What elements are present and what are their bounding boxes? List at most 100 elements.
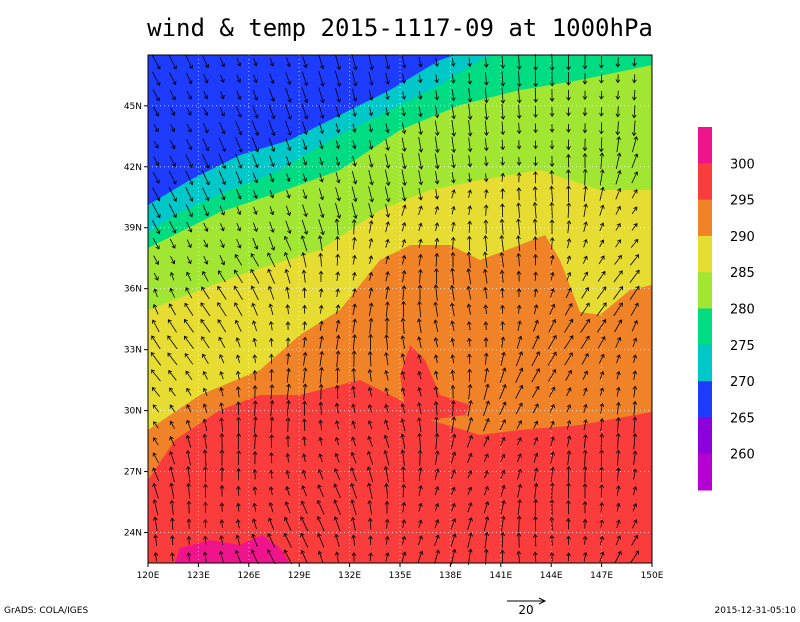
wind-arrow — [631, 120, 637, 137]
wind-arrow — [151, 369, 161, 382]
wind-arrow — [384, 518, 390, 529]
wind-arrow — [632, 468, 638, 480]
wind-arrow — [467, 73, 473, 85]
wind-arrow — [418, 153, 424, 170]
wind-arrow — [516, 54, 522, 70]
wind-arrow — [219, 502, 225, 512]
colorbar-swatch — [698, 344, 712, 382]
wind-arrow — [630, 302, 639, 316]
wind-arrow — [252, 172, 259, 184]
wind-arrow — [283, 532, 292, 548]
wind-arrow — [433, 370, 439, 380]
wind-arrow — [483, 501, 490, 514]
wind-arrow — [202, 270, 209, 282]
wind-arrow — [466, 321, 472, 331]
wind-arrow — [582, 107, 588, 117]
wind-arrow — [515, 384, 524, 399]
wind-arrow — [434, 432, 440, 450]
wind-arrow — [566, 220, 572, 234]
wind-arrow — [549, 499, 555, 516]
wind-arrow — [219, 535, 224, 546]
wind-arrow — [269, 368, 275, 382]
wind-arrow — [352, 123, 357, 133]
wind-arrow — [564, 352, 573, 366]
wind-arrow — [185, 370, 193, 381]
wind-arrow — [269, 452, 274, 464]
wind-arrow — [450, 400, 456, 417]
wind-arrow — [632, 57, 637, 67]
wind-arrow — [483, 189, 489, 199]
wind-arrow — [153, 288, 158, 298]
wind-arrow — [549, 516, 555, 531]
wind-arrow — [615, 187, 622, 200]
wind-arrow — [401, 222, 407, 232]
wind-arrow — [500, 121, 506, 136]
wind-arrow — [236, 223, 242, 232]
wind-arrow — [467, 353, 472, 364]
wind-arrow — [202, 56, 210, 69]
wind-arrow — [286, 57, 291, 68]
wind-arrow — [269, 221, 275, 233]
wind-arrow — [186, 465, 191, 483]
wind-arrow — [351, 218, 357, 235]
wind-arrow — [236, 450, 242, 466]
wind-arrow — [533, 319, 539, 332]
wind-arrow — [533, 105, 538, 118]
wind-arrow — [286, 189, 291, 199]
wind-arrow — [566, 153, 571, 168]
wind-arrow — [630, 238, 639, 248]
wind-arrow — [385, 271, 390, 282]
wind-arrow — [451, 154, 456, 169]
wind-arrow — [433, 319, 439, 332]
wind-arrow — [203, 483, 208, 498]
wind-arrow — [434, 519, 440, 529]
wind-arrow — [483, 352, 489, 365]
wind-arrow — [385, 55, 391, 70]
wind-arrow — [302, 304, 307, 314]
wind-arrow — [516, 270, 522, 282]
wind-arrow — [632, 370, 638, 380]
wind-arrow — [286, 173, 291, 182]
colorbar-swatch — [698, 127, 712, 164]
wind-arrow — [301, 219, 309, 235]
wind-arrow — [202, 449, 208, 467]
wind-arrow — [302, 204, 308, 218]
wind-arrow — [219, 417, 224, 432]
wind-arrow — [368, 271, 374, 281]
wind-arrow — [629, 285, 640, 300]
wind-arrow — [302, 400, 307, 416]
wind-arrow — [285, 417, 291, 433]
wind-arrow — [531, 368, 540, 383]
wind-arrow — [613, 286, 624, 300]
wind-arrow — [516, 70, 522, 88]
wind-arrow — [318, 401, 324, 415]
wind-arrow — [483, 321, 489, 331]
wind-arrow — [599, 204, 605, 216]
wind-arrow — [483, 548, 489, 565]
wind-arrow — [202, 187, 210, 202]
wind-arrow — [418, 238, 423, 248]
wind-arrow — [350, 451, 357, 464]
wind-arrow — [517, 499, 522, 516]
wind-arrow — [186, 271, 192, 281]
wind-arrow — [417, 354, 422, 364]
wind-arrow — [153, 272, 159, 281]
colorbar-swatch — [698, 381, 712, 418]
wind-arrow — [185, 204, 193, 218]
wind-arrow — [152, 304, 159, 315]
wind-arrow — [333, 499, 341, 516]
wind-arrow — [583, 185, 588, 202]
wind-arrow — [582, 449, 588, 466]
wind-arrow — [533, 551, 538, 562]
wind-arrow — [153, 255, 159, 265]
wind-arrow — [582, 370, 588, 380]
wind-arrow — [467, 337, 472, 347]
wind-arrow — [598, 353, 605, 364]
wind-arrow — [615, 121, 621, 136]
wind-arrow — [434, 74, 439, 84]
wind-arrow — [319, 122, 325, 134]
footer-right: 2015-12-31-05:10 — [715, 606, 797, 616]
wind-arrow — [565, 369, 572, 381]
wind-arrow — [516, 140, 522, 150]
wind-arrow — [483, 453, 489, 463]
